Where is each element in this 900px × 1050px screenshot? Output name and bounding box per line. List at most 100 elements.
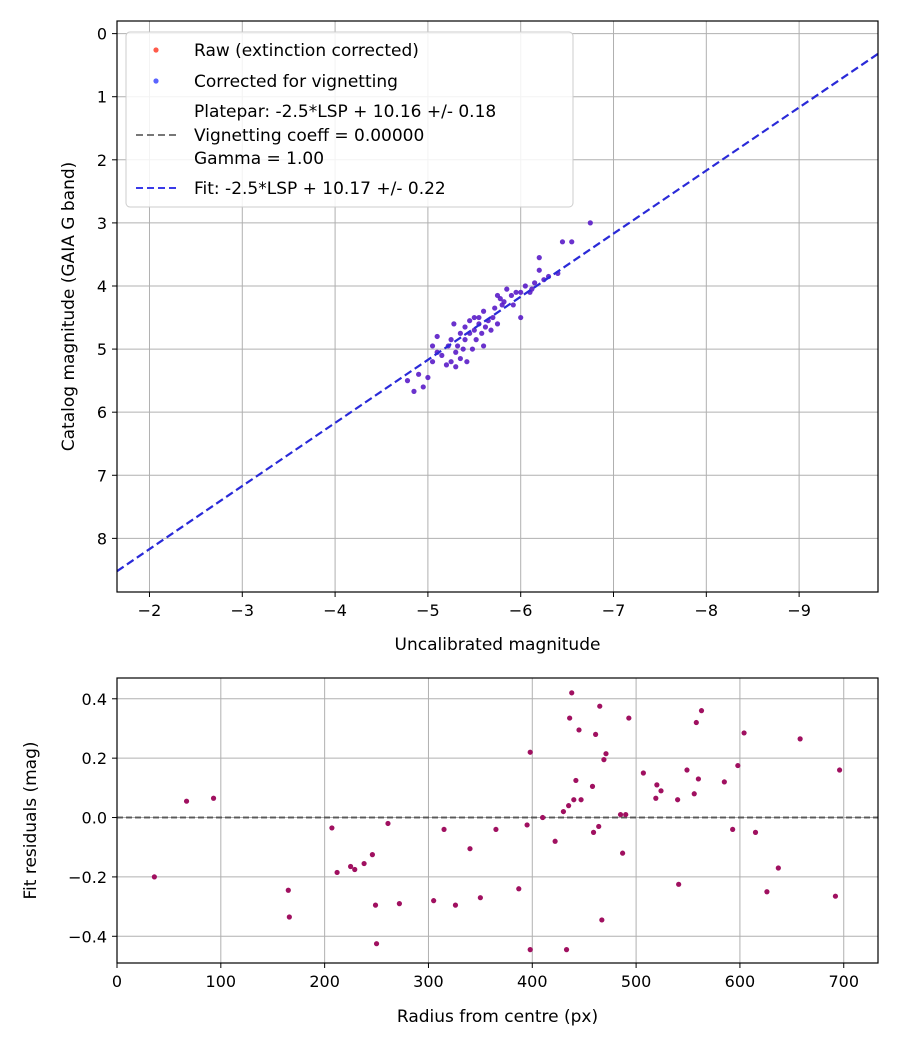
data-point	[569, 239, 575, 245]
data-point	[462, 337, 468, 343]
legend-gamma-label: Gamma = 1.00	[194, 149, 324, 169]
y-tick-label: 8	[97, 529, 107, 548]
y-tick-label: 3	[97, 214, 107, 233]
x-tick-label: −2	[138, 601, 162, 620]
residual-point	[477, 895, 483, 901]
residual-point	[566, 803, 572, 809]
residual-point	[836, 767, 843, 773]
residual-point	[527, 947, 533, 953]
residual-point	[775, 865, 781, 871]
residual-point	[361, 860, 367, 867]
x-tick-label: 300	[413, 972, 444, 991]
residual-point	[552, 838, 558, 844]
legend-vignetting-label: Vignetting coeff = 0.00000	[194, 126, 424, 146]
data-point	[536, 255, 542, 261]
data-point	[453, 349, 459, 355]
residual-point	[569, 690, 575, 696]
residual-point	[373, 941, 380, 947]
data-point	[457, 355, 463, 362]
residual-point	[676, 881, 682, 887]
data-point	[469, 346, 476, 352]
residual-point	[620, 850, 626, 856]
residual-point	[832, 893, 839, 899]
residual-point	[599, 917, 605, 923]
residual-point	[698, 708, 705, 714]
residual-point	[752, 829, 759, 835]
data-point	[443, 362, 450, 368]
residual-point	[721, 779, 727, 785]
y-tick-label: 5	[97, 340, 107, 359]
data-point	[587, 220, 593, 226]
residual-point	[735, 762, 741, 769]
residual-point	[590, 829, 597, 835]
residual-point	[452, 902, 459, 908]
residual-point	[210, 795, 217, 801]
data-point	[451, 321, 457, 327]
data-point	[532, 280, 538, 286]
residual-point	[589, 783, 596, 789]
residual-point	[524, 822, 530, 828]
data-point	[488, 327, 494, 333]
residual-point	[372, 902, 379, 908]
data-point	[508, 292, 515, 299]
data-point	[434, 333, 440, 340]
residual-point	[601, 757, 607, 763]
x-tick-label: 200	[309, 972, 340, 991]
y-tick-label: 4	[97, 277, 107, 296]
data-point	[454, 343, 461, 349]
residual-point	[573, 777, 579, 784]
data-point	[420, 384, 426, 390]
data-point	[504, 286, 510, 292]
x-tick-label: −5	[416, 601, 440, 620]
residual-point	[695, 776, 701, 782]
y-tick-label: 0.2	[82, 749, 107, 768]
residuals-plot-frame	[116, 677, 879, 964]
x-tick-label: −9	[787, 601, 811, 620]
residual-point	[654, 782, 660, 788]
residual-point	[693, 719, 699, 726]
y-tick-label: 0.0	[82, 809, 107, 828]
residual-point	[493, 826, 499, 833]
calibration-y-ticks: 0 1 2 3 4 5 6 7 8	[97, 25, 117, 548]
data-point	[460, 346, 466, 352]
calibration-chart: −2 −3 −4 −5 −6 −7 −8 −9 0 1 2 3 4 5 6 7 8 Uncalibrated …	[59, 20, 879, 655]
data-point	[471, 314, 477, 321]
legend-raw-marker	[153, 47, 159, 53]
data-point	[416, 371, 422, 377]
residual-point	[286, 914, 292, 920]
data-point	[522, 283, 528, 289]
residual-point	[385, 820, 391, 827]
residuals-x-label: Radius from centre (px)	[397, 1007, 598, 1027]
y-tick-label: 6	[97, 403, 107, 422]
y-tick-label: 0.4	[82, 690, 107, 709]
residuals-x-ticks: 0 100 200 300 400 500 600 700	[112, 963, 859, 991]
data-point	[425, 374, 431, 381]
data-point	[480, 343, 487, 349]
data-point	[462, 324, 468, 330]
data-point	[518, 314, 524, 321]
y-tick-label: 7	[97, 466, 107, 485]
residual-points	[151, 690, 843, 953]
calibration-x-ticks: −2 −3 −4 −5 −6 −7 −8 −9	[138, 592, 811, 620]
residual-point	[797, 736, 803, 742]
legend-box	[125, 31, 574, 208]
data-point	[479, 330, 485, 336]
residual-point	[560, 808, 567, 815]
residual-point	[578, 797, 584, 803]
data-point	[429, 343, 436, 349]
x-tick-label: −7	[602, 601, 626, 620]
data-point	[471, 327, 477, 333]
data-point	[404, 378, 411, 384]
data-point	[464, 359, 470, 365]
data-point	[492, 305, 498, 311]
calibration-plot-frame	[116, 20, 879, 593]
residual-point	[596, 823, 602, 830]
residual-point	[352, 866, 358, 873]
residual-point	[593, 731, 599, 738]
residual-point	[597, 703, 603, 709]
x-tick-label: 100	[206, 972, 237, 991]
data-point	[473, 337, 479, 343]
residual-point	[396, 901, 402, 907]
y-tick-label: 1	[97, 88, 107, 107]
